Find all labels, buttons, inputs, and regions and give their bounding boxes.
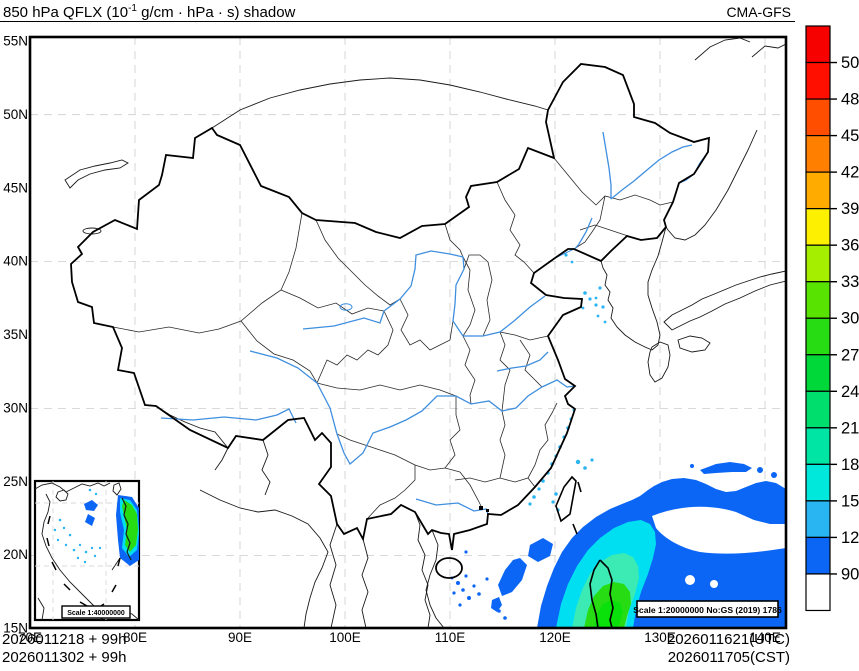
inset-map: Scale 1:40000000 <box>35 481 139 626</box>
river-yarlung <box>161 409 296 423</box>
weather-map-page: 850 hPa QFLX (10-1 g/cm · hPa · s) shado… <box>0 0 859 671</box>
x-tick-label: 80E <box>123 630 147 645</box>
colorbar-segment <box>806 282 830 319</box>
colorbar-label: 120 <box>841 529 859 547</box>
river-ussuri <box>679 152 708 183</box>
init-time-utc: 2026011218 + 99h <box>2 631 126 648</box>
taiwan-island <box>556 477 576 521</box>
y-tick-label: 35N <box>3 327 28 342</box>
shading-speckles <box>528 253 606 511</box>
colorbar-segment <box>806 209 830 246</box>
y-tick-label: 45N <box>3 180 28 195</box>
colorbar-label: 240 <box>841 383 859 401</box>
y-tick-label: 20N <box>3 547 28 562</box>
colorbar-segment <box>806 355 830 392</box>
colorbar-segment <box>806 537 830 574</box>
x-tick-label: 110E <box>435 630 466 645</box>
main-scale-label: Scale 1:20000000 No:GS (2019) 1786 <box>633 605 782 615</box>
province-borders <box>113 158 673 519</box>
river-nen <box>603 132 611 199</box>
y-axis-labels: 55N50N45N40N35N30N25N20N15N <box>3 34 28 636</box>
colorbar <box>806 26 830 610</box>
colorbar-segment <box>806 318 830 355</box>
colorbar-segment <box>806 26 830 63</box>
colorbar-label: 150 <box>841 492 859 510</box>
rivers <box>161 64 709 514</box>
y-tick-label: 55N <box>3 34 28 49</box>
y-tick-label: 30N <box>3 400 28 415</box>
colorbar-segment <box>806 99 830 136</box>
inset-scale-label: Scale 1:40000000 <box>67 610 125 617</box>
hainan-island <box>436 558 462 578</box>
colorbar-label: 270 <box>841 346 859 364</box>
river-huai <box>497 352 548 371</box>
colorbar-segment <box>806 63 830 100</box>
colorbar-label: 390 <box>841 200 859 218</box>
colorbar-segment <box>806 574 830 611</box>
colorbar-label: 450 <box>841 127 859 145</box>
init-time-cst: 2026011302 + 99h <box>2 649 126 666</box>
river-yellow <box>303 251 545 336</box>
colorbar-label: 330 <box>841 273 859 291</box>
colorbar-label: 420 <box>841 164 859 182</box>
river-songhua <box>611 145 692 199</box>
valid-time-cst: 2026011705(CST) <box>668 649 790 666</box>
river-yangtze <box>250 351 575 464</box>
colorbar-label: 90 <box>841 565 859 583</box>
x-tick-label: 90E <box>228 630 252 645</box>
colorbar-segment <box>806 136 830 173</box>
map-canvas: Scale 1:40000000 Scale 1:20000000 No:GS … <box>0 0 859 671</box>
colorbar-label: 210 <box>841 419 859 437</box>
y-tick-label: 40N <box>3 254 28 269</box>
colorbar-label: 300 <box>841 310 859 328</box>
colorbar-label: 500 <box>841 54 859 72</box>
valid-time-utc: 2026011621(UTC) <box>667 631 790 648</box>
y-tick-label: 50N <box>3 107 28 122</box>
x-tick-label: 120E <box>539 630 571 645</box>
colorbar-label: 180 <box>841 456 859 474</box>
river-pearl <box>416 499 488 514</box>
river-liao <box>574 218 592 250</box>
colorbar-segment <box>806 391 830 428</box>
river-amur <box>548 64 709 142</box>
y-tick-label: 25N <box>3 474 28 489</box>
colorbar-segment <box>806 245 830 282</box>
colorbar-segment <box>806 464 830 501</box>
colorbar-labels: 500 480 450 420 390 360 330 300 270 240 210 180 150 1… <box>830 54 859 583</box>
colorbar-segment <box>806 501 830 538</box>
qflx-shading <box>451 253 787 628</box>
colorbar-label: 360 <box>841 237 859 255</box>
x-tick-label: 100E <box>329 630 361 645</box>
colorbar-label: 480 <box>841 91 859 109</box>
colorbar-segment <box>806 428 830 465</box>
colorbar-segment <box>806 172 830 209</box>
